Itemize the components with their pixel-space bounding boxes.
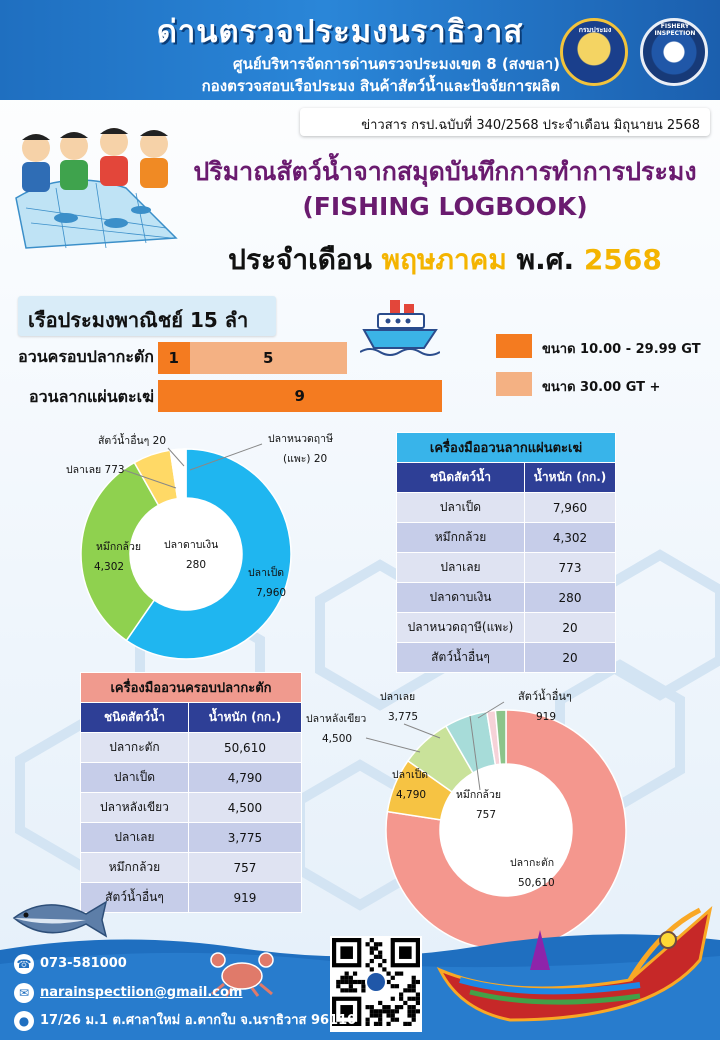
donut-label-ploey: ปลาเลย 773: [66, 464, 125, 476]
header-banner: ด่านตรวจประมงนราธิวาส ศูนย์บริหารจัดการด…: [0, 0, 720, 100]
donut2-label-anchovy-name: ปลากะตัก: [510, 857, 555, 869]
donut-hole: [130, 498, 242, 610]
legend-text-small: ขนาด 10.00 - 29.99 GT: [542, 342, 701, 357]
anchovy-col-weight: น้ำหนัก (กก.): [187, 702, 303, 733]
fishermen-pulling-net-illustration: [15, 128, 178, 249]
trawl-col-weight: น้ำหนัก (กก.): [524, 462, 616, 493]
location-pin-icon: ●: [14, 1010, 34, 1031]
anchovy-net-catch-donut-chart: [385, 709, 627, 951]
bar-label-otter-board-trawl: อวนลากแผ่นตะเฆ่: [29, 387, 154, 406]
donut2-label-ploey-val: 3,775: [388, 711, 419, 723]
anchovy-net-catch-table: เครื่องมืออวนครอบปลากะตัก ชนิดสัตว์น้ำ น…: [80, 672, 303, 913]
donut-label-squid-val: 4,302: [94, 561, 125, 573]
email-link[interactable]: narainspectiion@gmail.com: [40, 985, 243, 1000]
month-heading: ประจำเดือน พฤษภาคม พ.ศ. 2568: [228, 243, 662, 276]
ship-icon: [360, 300, 440, 356]
donut2-label-squid-val: 757: [476, 809, 497, 821]
donut2-label-green-val: 4,500: [322, 733, 353, 745]
donut-label-pladuk-val: 7,960: [256, 587, 287, 599]
donut2-label-squid-name: หมึกกล้วย: [456, 789, 502, 801]
donut2-label-other-val: 919: [536, 711, 557, 723]
donut-label-pladuk-name: ปลาเป็ด: [248, 567, 285, 579]
table-row: ปลาหนวดฤาษี(แพะ) 20: [396, 612, 616, 643]
contact-address: ● 17/26 ม.1 ต.ศาลาใหม่ อ.ตากใบ จ.นราธิวาส…: [14, 1010, 356, 1032]
qr-pattern: [332, 938, 420, 1026]
tuna-fish-icon: [12, 900, 108, 938]
trawl-catch-table: เครื่องมืออวนลากแผ่นตะเฆ่ ชนิดสัตว์น้ำ น…: [396, 432, 616, 673]
division-subtitle: กองตรวจสอบเรือประมง สินค้าสัตว์น้ำและปัจ…: [201, 77, 560, 95]
bar-small-1: 9: [158, 380, 442, 412]
news-issue-bar: ข่าวสาร กรป.ฉบับที่ 340/2568 ประจำเดือน …: [300, 108, 710, 136]
phone-icon: ☎: [14, 953, 34, 974]
trawl-catch-donut-chart: [80, 448, 292, 660]
table-row: ปลาเป็ด 4,790: [80, 762, 303, 793]
donut-slice-5: [184, 448, 187, 499]
envelope-icon: ✉: [14, 982, 34, 1003]
legend-swatch-small: [496, 334, 532, 358]
table-row: ปลาหลังเขียว 4,500: [80, 792, 303, 823]
donut2-label-green-name: ปลาหลังเขียว: [306, 713, 367, 725]
logbook-heading-english: (FISHING LOGBOOK): [302, 192, 588, 221]
year-value: 2568: [583, 243, 662, 276]
legend-swatch-large: [496, 372, 532, 396]
table-row: ปลาเลย 3,775: [80, 822, 303, 853]
bar-large-0: 5: [189, 342, 347, 374]
contact-phone: ☎ 073-581000: [14, 953, 127, 975]
donut2-label-other-name: สัตว์น้ำอื่นๆ: [518, 690, 572, 703]
fishery-inspection-seal-icon: FISHERY INSPECTION: [640, 18, 708, 86]
logbook-heading: ปริมาณสัตว์น้ำจากสมุดบันทึกการทำการประมง: [193, 157, 697, 186]
office-title: ด่านตรวจประมงนราธิวาส: [156, 14, 524, 50]
table-row: สัตว์น้ำอื่นๆ 20: [396, 642, 616, 673]
donut2-label-ploey-name: ปลาเลย: [380, 691, 416, 703]
donut-hole: [440, 764, 572, 896]
table-row: ปลาดาบเงิน 280: [396, 582, 616, 613]
donut-label-squid-name: หมึกกล้วย: [96, 541, 142, 553]
commercial-fleet-title: เรือประมงพาณิชย์ 15 ลำ: [18, 296, 276, 336]
center-subtitle: ศูนย์บริหารจัดการด่านตรวจประมงเขต 8 (สงข…: [233, 55, 560, 73]
anchovy-table-title: เครื่องมืออวนครอบปลากะตัก: [80, 672, 302, 703]
trawl-table-title: เครื่องมืออวนลากแผ่นตะเฆ่: [396, 432, 616, 463]
donut-label-goat-name: ปลาหนวดฤาษี: [268, 433, 333, 445]
donut-label-other: สัตว์น้ำอื่นๆ 20: [98, 435, 167, 447]
donut2-label-duck-val: 4,790: [396, 789, 427, 801]
month-name: พฤษภาคม: [381, 243, 507, 276]
table-row: ปลากะตัก 50,610: [80, 732, 303, 763]
bar-label-anchovy-falling-net: อวนครอบปลากะตัก: [18, 347, 154, 366]
bar-small-0: 1: [158, 342, 190, 374]
donut-label-hairtail-name: ปลาดาบเงิน: [164, 539, 219, 551]
korlae-boat-illustration: [436, 905, 713, 1022]
trawl-col-species: ชนิดสัตว์น้ำ: [396, 462, 525, 493]
donut-label-goat-val: (แพะ) 20: [283, 453, 328, 465]
table-row: ปลาเลย 773: [396, 552, 616, 583]
donut-label-hairtail-val: 280: [186, 559, 207, 571]
table-row: หมึกกล้วย 4,302: [396, 522, 616, 553]
contact-email[interactable]: ✉ narainspectiion@gmail.com: [14, 982, 242, 1004]
anchovy-col-species: ชนิดสัตว์น้ำ: [80, 702, 189, 733]
legend-text-large: ขนาด 30.00 GT +: [542, 380, 661, 395]
donut2-label-anchovy-val: 50,610: [518, 877, 555, 889]
table-row: สัตว์น้ำอื่นๆ 919: [80, 882, 303, 913]
department-of-fisheries-seal-icon: กรมประมง: [560, 18, 628, 86]
crab-icon: [210, 952, 274, 997]
table-row: หมึกกล้วย 757: [80, 852, 303, 883]
qr-code-icon[interactable]: [330, 936, 422, 1032]
table-row: ปลาเป็ด 7,960: [396, 492, 616, 523]
donut2-label-duck-name: ปลาเป็ด: [392, 769, 429, 781]
